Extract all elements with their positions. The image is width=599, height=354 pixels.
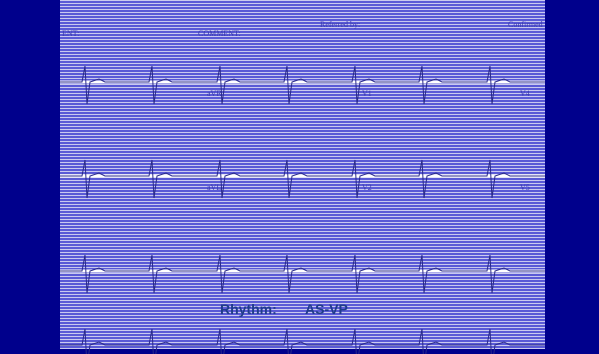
- lead-label: V5: [520, 183, 530, 192]
- header-field: ENT:: [62, 29, 79, 38]
- ecg-overlay: ENT: COMMENT: Referred by: Confirmed aVR…: [0, 0, 599, 354]
- lead-label: aVR: [207, 89, 222, 98]
- ecg-trace: [60, 255, 545, 293]
- ecg-trace: [60, 329, 545, 354]
- header-field: COMMENT:: [198, 29, 241, 38]
- ecg-trace: [60, 160, 545, 198]
- lead-label: aVL: [207, 183, 221, 192]
- lead-label: V1: [362, 89, 372, 98]
- header-field: Confirmed: [508, 20, 543, 29]
- ecg-trace: [60, 66, 545, 104]
- lead-label: V4: [520, 89, 530, 98]
- slide: ENT: COMMENT: Referred by: Confirmed aVR…: [0, 0, 599, 354]
- rhythm-label: Rhythm:: [220, 301, 277, 317]
- rhythm-value: AS-VP: [305, 301, 348, 317]
- lead-label: V2: [362, 183, 372, 192]
- header-field: Referred by:: [320, 20, 360, 29]
- ecg-traces: [60, 66, 545, 354]
